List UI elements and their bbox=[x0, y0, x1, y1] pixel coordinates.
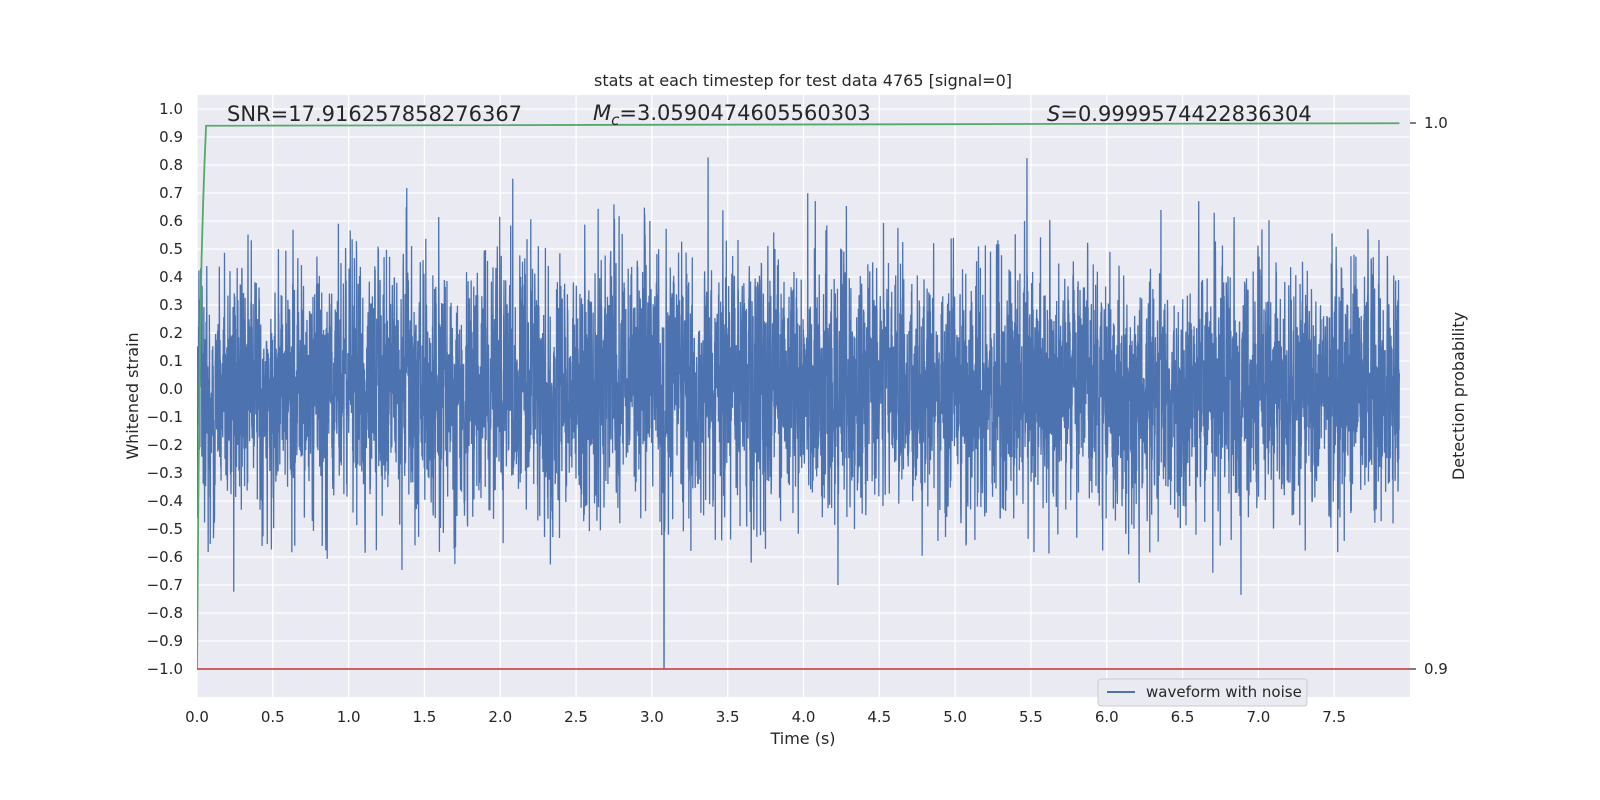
x-axis-label: Time (s) bbox=[769, 729, 835, 748]
s-symbol: S bbox=[1047, 102, 1060, 126]
x-tick-label: 3.5 bbox=[716, 708, 740, 726]
y-tick-label: 0.6 bbox=[159, 212, 183, 230]
x-tick-label: 1.0 bbox=[337, 708, 361, 726]
y-tick-label: 0.4 bbox=[159, 268, 183, 286]
detection-probability-line bbox=[197, 122, 1400, 670]
chirp-mass-symbol: M bbox=[593, 101, 611, 125]
x-tick-label: 6.5 bbox=[1171, 708, 1195, 726]
x-tick-label: 6.0 bbox=[1095, 708, 1119, 726]
y2-axis-label: Detection probability bbox=[1449, 312, 1468, 480]
y-tick-label: 0.1 bbox=[159, 352, 183, 370]
x-tick-label: 4.0 bbox=[792, 708, 816, 726]
y-tick-label: 1.0 bbox=[159, 100, 183, 118]
y-tick-label: 0.7 bbox=[159, 184, 183, 202]
x-tick-label: 0.0 bbox=[185, 708, 209, 726]
y-tick-label: 0.2 bbox=[159, 324, 183, 342]
y-axis-label: Whitened strain bbox=[123, 332, 142, 459]
y-tick-label: 0.9 bbox=[159, 128, 183, 146]
x-tick-label: 0.5 bbox=[261, 708, 285, 726]
y-tick-label: −0.4 bbox=[147, 492, 183, 510]
s-value: =0.9999574422836304 bbox=[1060, 102, 1311, 126]
y-tick-label: −0.1 bbox=[147, 408, 183, 426]
y-tick-label: −0.9 bbox=[147, 632, 183, 650]
x-tick-label: 7.0 bbox=[1246, 708, 1270, 726]
legend-box bbox=[1097, 678, 1308, 707]
y-tick-label: −0.7 bbox=[147, 576, 183, 594]
y-tick-label: 0.8 bbox=[159, 156, 183, 174]
legend-label-waveform: waveform with noise bbox=[1146, 683, 1302, 701]
series-layer bbox=[197, 122, 1410, 670]
y-tick-label: 0.0 bbox=[159, 380, 183, 398]
y2-tick-label: 1.0 bbox=[1424, 114, 1448, 132]
y-tick-labels: 1.0 0.9 0.8 0.7 0.6 0.5 0.4 0.3 0.2 0.1 0.0 −0.1 −0.… bbox=[147, 100, 183, 678]
x-tick-label: 1.5 bbox=[413, 708, 437, 726]
waveform-line bbox=[197, 157, 1401, 670]
y-tick-label: −1.0 bbox=[147, 660, 183, 678]
chart-title: stats at each timestep for test data 476… bbox=[594, 71, 1012, 90]
x-tick-label: 4.5 bbox=[867, 708, 891, 726]
chirp-mass-value: =3.0590474605560303 bbox=[619, 101, 870, 125]
x-tick-label: 2.5 bbox=[564, 708, 588, 726]
y-tick-label: −0.6 bbox=[147, 548, 183, 566]
x-tick-label: 5.0 bbox=[943, 708, 967, 726]
chirp-mass-annotation: Mc=3.0590474605560303 bbox=[593, 101, 871, 129]
s-annotation: S=0.9999574422836304 bbox=[1047, 102, 1312, 126]
legend: waveform with noise bbox=[1097, 678, 1308, 707]
snr-annotation: SNR=17.916257858276367 bbox=[227, 102, 522, 126]
x-tick-label: 3.0 bbox=[640, 708, 664, 726]
x-tick-label: 7.5 bbox=[1322, 708, 1346, 726]
y-tick-label: 0.5 bbox=[159, 240, 183, 258]
y2-tick-label: 0.9 bbox=[1424, 660, 1448, 678]
x-tick-label: 5.5 bbox=[1019, 708, 1043, 726]
x-tick-labels: 0.0 0.5 1.0 1.5 2.0 2.5 3.0 3.5 4.0 4.5 5.0 5.5 6.0 6… bbox=[185, 708, 1346, 726]
y2-tick-labels: 1.0 0.9 bbox=[1410, 114, 1448, 678]
y-tick-label: −0.8 bbox=[147, 604, 183, 622]
chirp-mass-subscript: c bbox=[611, 111, 620, 129]
y-tick-label: −0.5 bbox=[147, 520, 183, 538]
x-tick-label: 2.0 bbox=[488, 708, 512, 726]
y-tick-label: −0.3 bbox=[147, 464, 183, 482]
y-tick-label: −0.2 bbox=[147, 436, 183, 454]
y-tick-label: 0.3 bbox=[159, 296, 183, 314]
